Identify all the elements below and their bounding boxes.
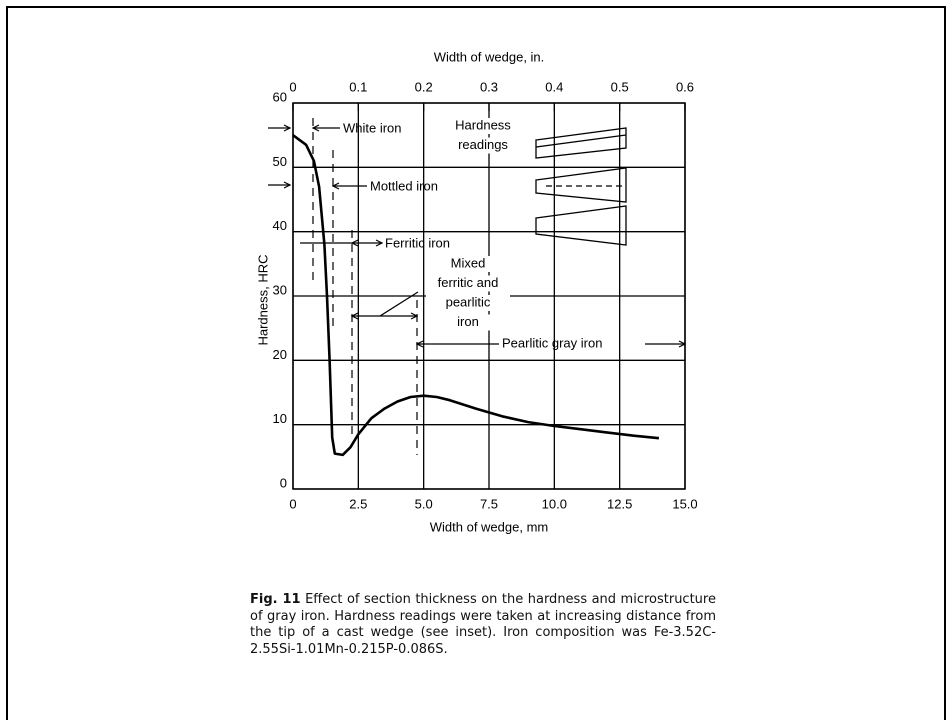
x2-tick-label: 0.3 xyxy=(480,79,498,94)
caption-label: Fig. 11 xyxy=(250,592,301,607)
y-tick-label: 0 xyxy=(280,475,287,490)
x-tick-label: 5.0 xyxy=(415,496,433,511)
y-tick-label: 60 xyxy=(273,89,287,104)
x2-tick-label: 0 xyxy=(289,79,296,94)
annotation-bg xyxy=(426,275,510,292)
annotation: Ferritic iron xyxy=(385,235,450,250)
x2-tick-label: 0.6 xyxy=(676,79,694,94)
wedge-inset xyxy=(535,127,627,246)
annotation: Hardness xyxy=(455,117,511,132)
y-tick-label: 30 xyxy=(273,282,287,297)
y-tick-label: 20 xyxy=(273,347,287,362)
x2-tick-label: 0.4 xyxy=(545,79,563,94)
annotation-bg xyxy=(426,314,510,331)
annotation: White iron xyxy=(343,120,402,135)
x-tick-label: 15.0 xyxy=(672,496,697,511)
x-tick-label: 0 xyxy=(289,496,296,511)
x-tick-label: 12.5 xyxy=(607,496,632,511)
caption: Fig. 11 Effect of section thickness on t… xyxy=(250,592,716,658)
annotation: pearlitic xyxy=(446,294,491,309)
annotation: iron xyxy=(457,314,479,329)
x2-axis-title: Width of wedge, in. xyxy=(434,49,545,64)
x-tick-label: 2.5 xyxy=(349,496,367,511)
page-border xyxy=(6,6,946,720)
annotation: Pearlitic gray iron xyxy=(502,335,602,350)
annotation-bg xyxy=(441,118,525,134)
annotation: Mixed xyxy=(451,255,486,270)
x-tick-label: 7.5 xyxy=(480,496,498,511)
annotation-bg xyxy=(426,295,510,311)
zone-lines xyxy=(312,118,418,455)
annotation-bg xyxy=(441,137,525,154)
annotation: ferritic and xyxy=(438,275,499,290)
y-tick-label: 40 xyxy=(273,218,287,233)
x2-tick-label: 0.5 xyxy=(611,79,629,94)
x2-tick-label: 0.1 xyxy=(349,79,367,94)
line xyxy=(292,134,660,457)
annotation: Mottled iron xyxy=(370,178,438,193)
x-tick-label: 10.0 xyxy=(542,496,567,511)
annotation-bg xyxy=(426,256,510,272)
annotation: readings xyxy=(458,137,508,152)
y-tick-label: 10 xyxy=(273,411,287,426)
y-tick-label: 50 xyxy=(273,154,287,169)
x-axis-title: Width of wedge, mm xyxy=(430,519,549,534)
plot-frame xyxy=(292,102,686,490)
x2-tick-label: 0.2 xyxy=(415,79,433,94)
caption-text: Effect of section thickness on the hardn… xyxy=(250,592,716,657)
annotation-arrows xyxy=(268,124,687,348)
y-axis-title: Hardness, HRC xyxy=(255,254,270,345)
